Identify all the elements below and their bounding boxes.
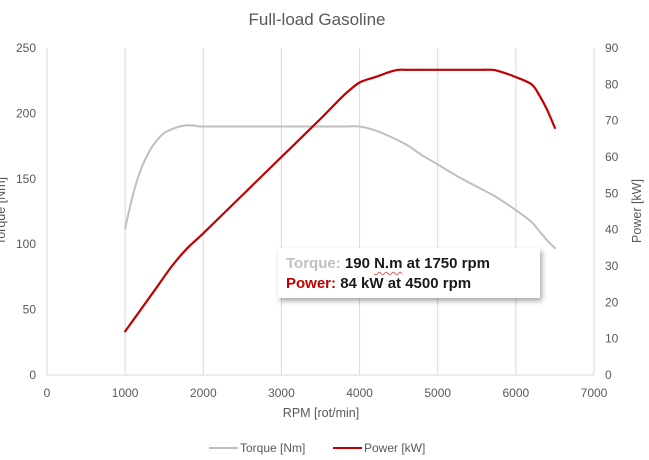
series-line-torque bbox=[124, 124, 556, 250]
y-tick-label-left: 100 bbox=[16, 237, 36, 251]
legend-label-power: Power [kW] bbox=[364, 441, 425, 455]
y-tick-label-left: 250 bbox=[16, 41, 36, 55]
y-axis-label-left: Torque [Nm] bbox=[0, 177, 8, 245]
legend: Torque [Nm] Power [kW] bbox=[209, 441, 425, 455]
peak-values-callout: Torque: 190 N.m at 1750 rpm Power: 84 kW… bbox=[278, 248, 540, 298]
y-tick-label-left: 0 bbox=[29, 368, 36, 382]
x-tick-label: 5000 bbox=[424, 386, 451, 400]
y-tick-label-right: 50 bbox=[605, 186, 619, 200]
x-axis-label: RPM [rot/min] bbox=[283, 406, 359, 420]
grid bbox=[46, 48, 595, 376]
callout-power-label: Power: bbox=[286, 275, 337, 292]
y-tick-label-right: 80 bbox=[605, 77, 619, 91]
y-tick-label-right: 90 bbox=[605, 41, 619, 55]
x-tick-label: 0 bbox=[44, 386, 51, 400]
x-tick-label: 1000 bbox=[112, 386, 139, 400]
callout-torque-unit: N.m bbox=[374, 255, 403, 272]
y-tick-label-left: 150 bbox=[16, 172, 36, 186]
callout-torque-value: 190 N.m at 1750 rpm bbox=[344, 255, 490, 272]
y-tick-label-right: 70 bbox=[605, 114, 619, 128]
tick-labels: 0 1000 2000 3000 4000 5000 6000 700005010015020… bbox=[16, 41, 619, 400]
x-tick-label: 2000 bbox=[190, 386, 217, 400]
y-axis-label-right: Power [kW] bbox=[630, 179, 644, 243]
series-lines bbox=[124, 68, 556, 333]
y-tick-label-right: 30 bbox=[605, 259, 619, 273]
callout-power-value: 84 kW at 4500 rpm bbox=[340, 275, 472, 292]
callout-torque-line: Torque: 190 N.m at 1750 rpm bbox=[286, 254, 540, 274]
chart-title: Full-load Gasoline bbox=[248, 10, 385, 29]
x-tick-label: 4000 bbox=[346, 386, 373, 400]
x-tick-label: 6000 bbox=[503, 386, 530, 400]
callout-torque-label: Torque: bbox=[286, 255, 341, 272]
y-tick-label-right: 60 bbox=[605, 150, 619, 164]
legend-label-torque: Torque [Nm] bbox=[240, 441, 305, 455]
y-tick-label-right: 10 bbox=[605, 332, 619, 346]
y-tick-label-left: 50 bbox=[23, 303, 37, 317]
y-tick-label-right: 40 bbox=[605, 223, 619, 237]
callout-power-line: Power: 84 kW at 4500 rpm bbox=[286, 274, 540, 294]
x-tick-label: 3000 bbox=[268, 386, 295, 400]
x-tick-label: 7000 bbox=[581, 386, 608, 400]
series-line-power bbox=[124, 68, 556, 333]
y-tick-label-right: 20 bbox=[605, 295, 619, 309]
y-tick-label-left: 200 bbox=[16, 106, 36, 120]
y-tick-label-right: 0 bbox=[605, 368, 612, 382]
